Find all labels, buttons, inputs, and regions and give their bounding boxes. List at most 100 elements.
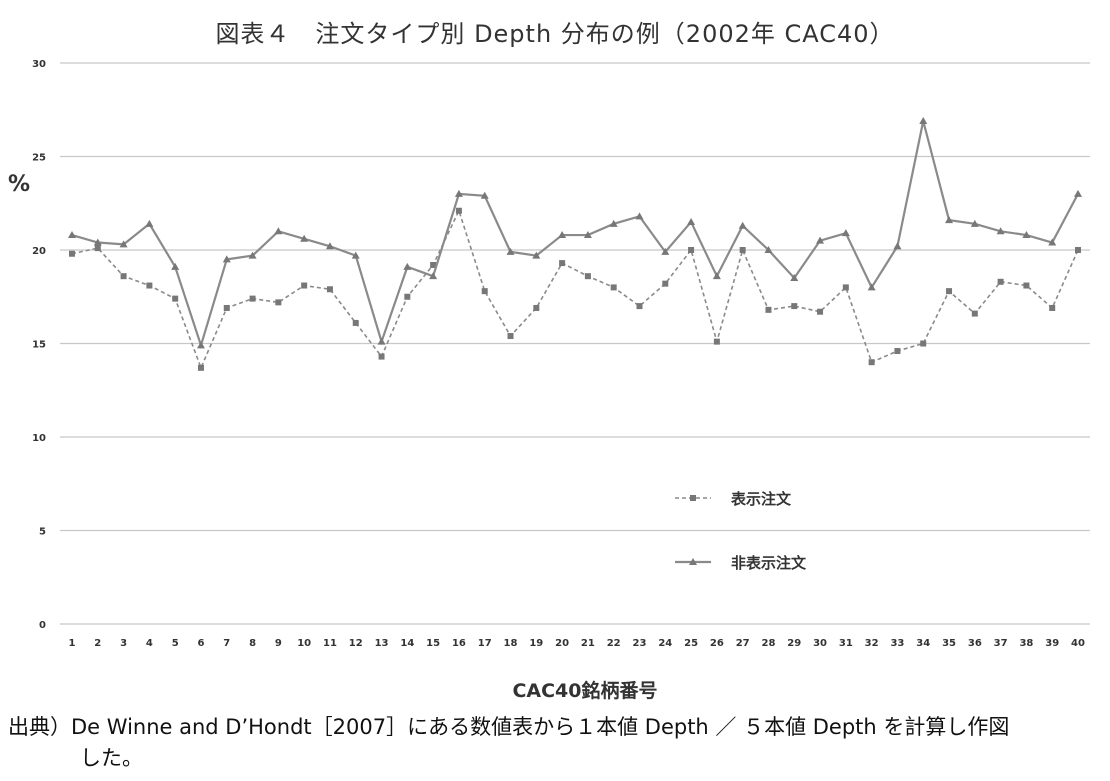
data-point-triangle <box>429 272 438 280</box>
data-point-square <box>378 353 385 360</box>
x-tick-label: 32 <box>865 638 879 649</box>
data-point-triangle <box>532 251 541 259</box>
x-tick-label: 11 <box>323 638 337 649</box>
data-point-square <box>404 293 411 300</box>
x-tick-label: 20 <box>555 638 569 649</box>
data-point-triangle <box>816 236 825 244</box>
x-tick-label: 34 <box>916 638 930 649</box>
data-point-square <box>997 278 1004 285</box>
data-point-triangle <box>351 251 360 259</box>
data-point-triangle <box>300 234 309 242</box>
data-point-square <box>584 273 591 280</box>
x-tick-label: 6 <box>197 638 204 649</box>
data-point-triangle <box>454 189 463 197</box>
x-tick-label: 33 <box>890 638 904 649</box>
x-axis-label: CAC40銘柄番号 <box>512 680 658 702</box>
y-tick-label: 5 <box>39 527 46 538</box>
y-tick-label: 30 <box>32 59 46 70</box>
data-point-triangle <box>506 247 515 255</box>
x-tick-label: 18 <box>504 638 518 649</box>
data-point-triangle <box>661 247 670 255</box>
data-point-triangle <box>248 251 257 259</box>
data-point-square <box>94 245 101 252</box>
x-tick-label: 30 <box>813 638 827 649</box>
data-point-triangle <box>1074 189 1082 197</box>
data-point-triangle <box>712 272 721 280</box>
x-tick-label: 31 <box>839 638 853 649</box>
data-point-triangle <box>145 219 154 227</box>
chart-title: 図表４ 注文タイプ別 Depth 分布の例（2002年 CAC40） <box>215 20 895 48</box>
data-point-square <box>662 280 669 287</box>
x-tick-label: 28 <box>762 638 776 649</box>
data-point-triangle <box>171 262 180 270</box>
data-point-square <box>713 338 720 345</box>
grid-lines <box>60 62 1090 625</box>
data-point-square <box>172 295 179 302</box>
data-point-triangle <box>945 216 954 224</box>
x-tick-label: 26 <box>710 638 724 649</box>
data-point-square <box>688 247 695 253</box>
data-point-triangle <box>583 231 592 239</box>
series-line-2 <box>71 120 1079 350</box>
data-point-square <box>765 306 772 313</box>
y-tick-label: 15 <box>32 340 46 351</box>
series-line-1 <box>71 208 1079 370</box>
data-point-square <box>1023 282 1030 289</box>
x-tick-label: 36 <box>968 638 982 649</box>
x-tick-label: 35 <box>942 638 956 649</box>
x-tick-label: 25 <box>684 638 698 649</box>
data-point-triangle <box>764 246 773 253</box>
data-point-triangle <box>635 212 644 220</box>
y-axis-label: % <box>8 172 31 197</box>
data-point-triangle <box>919 116 928 124</box>
y-tick-label: 10 <box>32 433 46 444</box>
x-tick-label: 4 <box>146 638 153 649</box>
data-point-square <box>223 304 230 311</box>
y-tick-label: 0 <box>39 620 46 631</box>
x-tick-label: 9 <box>275 638 282 649</box>
data-point-triangle <box>1022 231 1031 239</box>
data-point-square <box>120 273 127 280</box>
data-point-square <box>559 260 566 267</box>
x-tick-label: 29 <box>787 638 801 649</box>
legend-label: 表示注文 <box>731 490 792 508</box>
y-tick-label: 25 <box>32 153 46 164</box>
x-tick-label: 24 <box>658 638 672 649</box>
data-point-triangle <box>893 242 902 250</box>
x-tick-label: 39 <box>1045 638 1059 649</box>
data-point-square <box>507 333 514 340</box>
source-note: 出典）De Winne and D’Hondt［2007］にある数値表から１本値… <box>8 712 1098 774</box>
data-point-square <box>791 303 798 310</box>
data-point-square <box>920 340 927 347</box>
x-tick-label: 13 <box>375 638 389 649</box>
data-point-square <box>249 295 256 302</box>
x-tick-label: 8 <box>249 638 256 649</box>
data-point-square <box>197 364 204 371</box>
data-point-triangle <box>196 341 205 349</box>
x-tick-label: 3 <box>120 638 127 649</box>
data-point-triangle <box>377 337 386 345</box>
data-point-triangle <box>970 219 979 227</box>
data-point-triangle <box>558 231 567 239</box>
data-point-square <box>946 288 953 295</box>
data-point-square <box>842 284 849 291</box>
data-point-square <box>326 286 333 293</box>
data-point-triangle <box>867 283 876 291</box>
x-tick-label: 15 <box>426 638 440 649</box>
data-point-square <box>146 282 153 289</box>
x-tick-label: 21 <box>581 638 595 649</box>
data-point-triangle <box>609 219 618 227</box>
x-tick-label: 27 <box>736 638 750 649</box>
data-point-square <box>533 304 540 311</box>
x-tick-label: 38 <box>1019 638 1033 649</box>
data-point-square <box>1075 247 1081 253</box>
data-point-triangle <box>790 274 799 282</box>
data-point-triangle <box>274 227 283 235</box>
y-tick-labels: 0 5 10 15 20 25 30 <box>32 59 46 631</box>
data-point-square <box>868 359 875 366</box>
x-tick-label: 16 <box>452 638 466 649</box>
data-point-triangle <box>1048 238 1057 246</box>
x-tick-label: 19 <box>529 638 543 649</box>
data-point-square <box>430 261 437 268</box>
